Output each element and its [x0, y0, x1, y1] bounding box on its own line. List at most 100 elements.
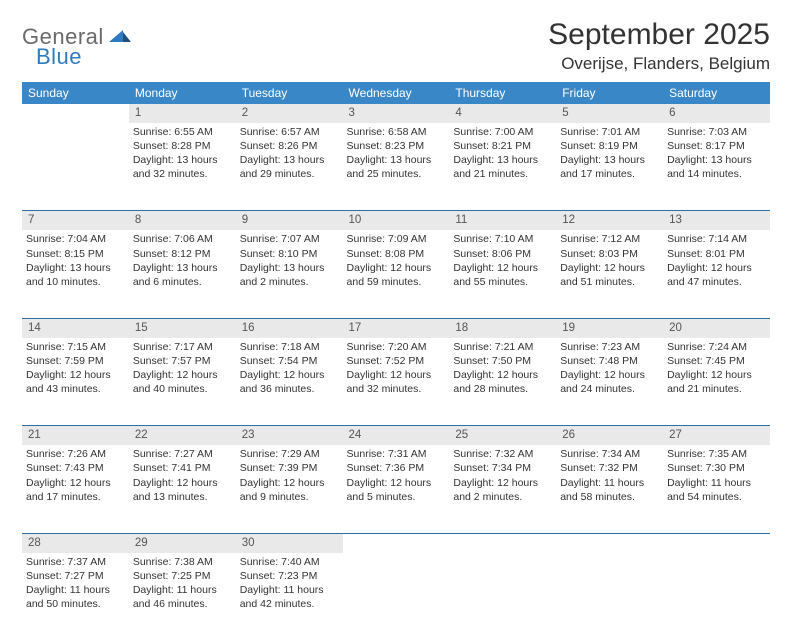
sunset-text: Sunset: 8:28 PM — [133, 139, 232, 153]
sunrise-text: Sunrise: 7:40 AM — [240, 555, 339, 569]
sunrise-text: Sunrise: 7:20 AM — [347, 340, 446, 354]
day-number: 20 — [663, 318, 770, 337]
day-cell: Sunrise: 7:40 AMSunset: 7:23 PMDaylight:… — [236, 553, 343, 641]
day-number: 3 — [343, 104, 450, 123]
daylight-text: Daylight: 13 hours and 21 minutes. — [453, 153, 552, 181]
sunrise-text: Sunrise: 7:09 AM — [347, 232, 446, 246]
weekday-header: Saturday — [663, 82, 770, 104]
day-cell: Sunrise: 7:27 AMSunset: 7:41 PMDaylight:… — [129, 445, 236, 533]
daylight-text: Daylight: 12 hours and 40 minutes. — [133, 368, 232, 396]
day-number: 26 — [556, 426, 663, 445]
sunrise-text: Sunrise: 7:32 AM — [453, 447, 552, 461]
sunset-text: Sunset: 7:30 PM — [667, 461, 766, 475]
daylight-text: Daylight: 11 hours and 42 minutes. — [240, 583, 339, 611]
sunrise-text: Sunrise: 6:55 AM — [133, 125, 232, 139]
location: Overijse, Flanders, Belgium — [548, 54, 770, 74]
daylight-text: Daylight: 12 hours and 36 minutes. — [240, 368, 339, 396]
daylight-text: Daylight: 12 hours and 59 minutes. — [347, 261, 446, 289]
daylight-text: Daylight: 11 hours and 54 minutes. — [667, 476, 766, 504]
day-number: 1 — [129, 104, 236, 123]
day-cell: Sunrise: 7:32 AMSunset: 7:34 PMDaylight:… — [449, 445, 556, 533]
day-number: 19 — [556, 318, 663, 337]
month-title: September 2025 — [548, 18, 770, 52]
day-cell: Sunrise: 7:14 AMSunset: 8:01 PMDaylight:… — [663, 230, 770, 318]
calendar-body: 123456Sunrise: 6:55 AMSunset: 8:28 PMDay… — [22, 104, 770, 641]
day-number: 30 — [236, 533, 343, 552]
sunset-text: Sunset: 8:17 PM — [667, 139, 766, 153]
day-cell: Sunrise: 7:01 AMSunset: 8:19 PMDaylight:… — [556, 123, 663, 211]
sunrise-text: Sunrise: 7:17 AM — [133, 340, 232, 354]
day-cell: Sunrise: 7:38 AMSunset: 7:25 PMDaylight:… — [129, 553, 236, 641]
logo-mark-icon — [109, 26, 131, 49]
sunrise-text: Sunrise: 7:27 AM — [133, 447, 232, 461]
sunset-text: Sunset: 7:23 PM — [240, 569, 339, 583]
day-number: 10 — [343, 211, 450, 230]
sunrise-text: Sunrise: 7:07 AM — [240, 232, 339, 246]
calendar-table: Sunday Monday Tuesday Wednesday Thursday… — [22, 82, 770, 641]
day-cell: Sunrise: 7:20 AMSunset: 7:52 PMDaylight:… — [343, 338, 450, 426]
sunset-text: Sunset: 7:36 PM — [347, 461, 446, 475]
day-cell: Sunrise: 7:12 AMSunset: 8:03 PMDaylight:… — [556, 230, 663, 318]
sunrise-text: Sunrise: 7:15 AM — [26, 340, 125, 354]
sunset-text: Sunset: 8:08 PM — [347, 247, 446, 261]
sunrise-text: Sunrise: 7:18 AM — [240, 340, 339, 354]
day-cell — [22, 123, 129, 211]
daylight-text: Daylight: 13 hours and 14 minutes. — [667, 153, 766, 181]
sunrise-text: Sunrise: 7:06 AM — [133, 232, 232, 246]
daylight-text: Daylight: 12 hours and 28 minutes. — [453, 368, 552, 396]
day-cell: Sunrise: 7:09 AMSunset: 8:08 PMDaylight:… — [343, 230, 450, 318]
daylight-text: Daylight: 13 hours and 2 minutes. — [240, 261, 339, 289]
day-number: 15 — [129, 318, 236, 337]
day-number: 13 — [663, 211, 770, 230]
title-block: September 2025 Overijse, Flanders, Belgi… — [548, 18, 770, 74]
day-cell: Sunrise: 7:31 AMSunset: 7:36 PMDaylight:… — [343, 445, 450, 533]
calendar-header-row: Sunday Monday Tuesday Wednesday Thursday… — [22, 82, 770, 104]
day-number: 24 — [343, 426, 450, 445]
sunset-text: Sunset: 8:19 PM — [560, 139, 659, 153]
day-number: 9 — [236, 211, 343, 230]
day-number: 12 — [556, 211, 663, 230]
weekday-header: Sunday — [22, 82, 129, 104]
daylight-text: Daylight: 12 hours and 17 minutes. — [26, 476, 125, 504]
weekday-header: Tuesday — [236, 82, 343, 104]
daylight-text: Daylight: 12 hours and 9 minutes. — [240, 476, 339, 504]
sunrise-text: Sunrise: 6:57 AM — [240, 125, 339, 139]
sunset-text: Sunset: 8:03 PM — [560, 247, 659, 261]
day-number: 14 — [22, 318, 129, 337]
daylight-text: Daylight: 11 hours and 50 minutes. — [26, 583, 125, 611]
day-cell: Sunrise: 6:55 AMSunset: 8:28 PMDaylight:… — [129, 123, 236, 211]
day-number: 7 — [22, 211, 129, 230]
day-cell: Sunrise: 7:35 AMSunset: 7:30 PMDaylight:… — [663, 445, 770, 533]
sunset-text: Sunset: 8:21 PM — [453, 139, 552, 153]
day-cell — [449, 553, 556, 641]
daylight-text: Daylight: 12 hours and 51 minutes. — [560, 261, 659, 289]
sunset-text: Sunset: 8:12 PM — [133, 247, 232, 261]
logo-text-blue: Blue — [36, 44, 82, 69]
sunset-text: Sunset: 8:15 PM — [26, 247, 125, 261]
day-cell: Sunrise: 7:00 AMSunset: 8:21 PMDaylight:… — [449, 123, 556, 211]
header: General September 2025 Overijse, Flander… — [22, 18, 770, 74]
day-cell: Sunrise: 7:24 AMSunset: 7:45 PMDaylight:… — [663, 338, 770, 426]
sunset-text: Sunset: 7:54 PM — [240, 354, 339, 368]
daylight-text: Daylight: 11 hours and 58 minutes. — [560, 476, 659, 504]
sunrise-text: Sunrise: 7:26 AM — [26, 447, 125, 461]
day-number: 29 — [129, 533, 236, 552]
day-number — [22, 104, 129, 123]
daylight-text: Daylight: 12 hours and 55 minutes. — [453, 261, 552, 289]
day-number: 16 — [236, 318, 343, 337]
sunrise-text: Sunrise: 7:10 AM — [453, 232, 552, 246]
sunset-text: Sunset: 8:01 PM — [667, 247, 766, 261]
day-cell: Sunrise: 7:37 AMSunset: 7:27 PMDaylight:… — [22, 553, 129, 641]
daylight-text: Daylight: 12 hours and 13 minutes. — [133, 476, 232, 504]
day-number: 25 — [449, 426, 556, 445]
day-number — [663, 533, 770, 552]
day-cell: Sunrise: 7:07 AMSunset: 8:10 PMDaylight:… — [236, 230, 343, 318]
day-cell — [343, 553, 450, 641]
day-cell: Sunrise: 7:06 AMSunset: 8:12 PMDaylight:… — [129, 230, 236, 318]
sunrise-text: Sunrise: 7:12 AM — [560, 232, 659, 246]
sunset-text: Sunset: 7:39 PM — [240, 461, 339, 475]
day-number: 5 — [556, 104, 663, 123]
sunrise-text: Sunrise: 7:37 AM — [26, 555, 125, 569]
day-number: 27 — [663, 426, 770, 445]
sunrise-text: Sunrise: 7:29 AM — [240, 447, 339, 461]
